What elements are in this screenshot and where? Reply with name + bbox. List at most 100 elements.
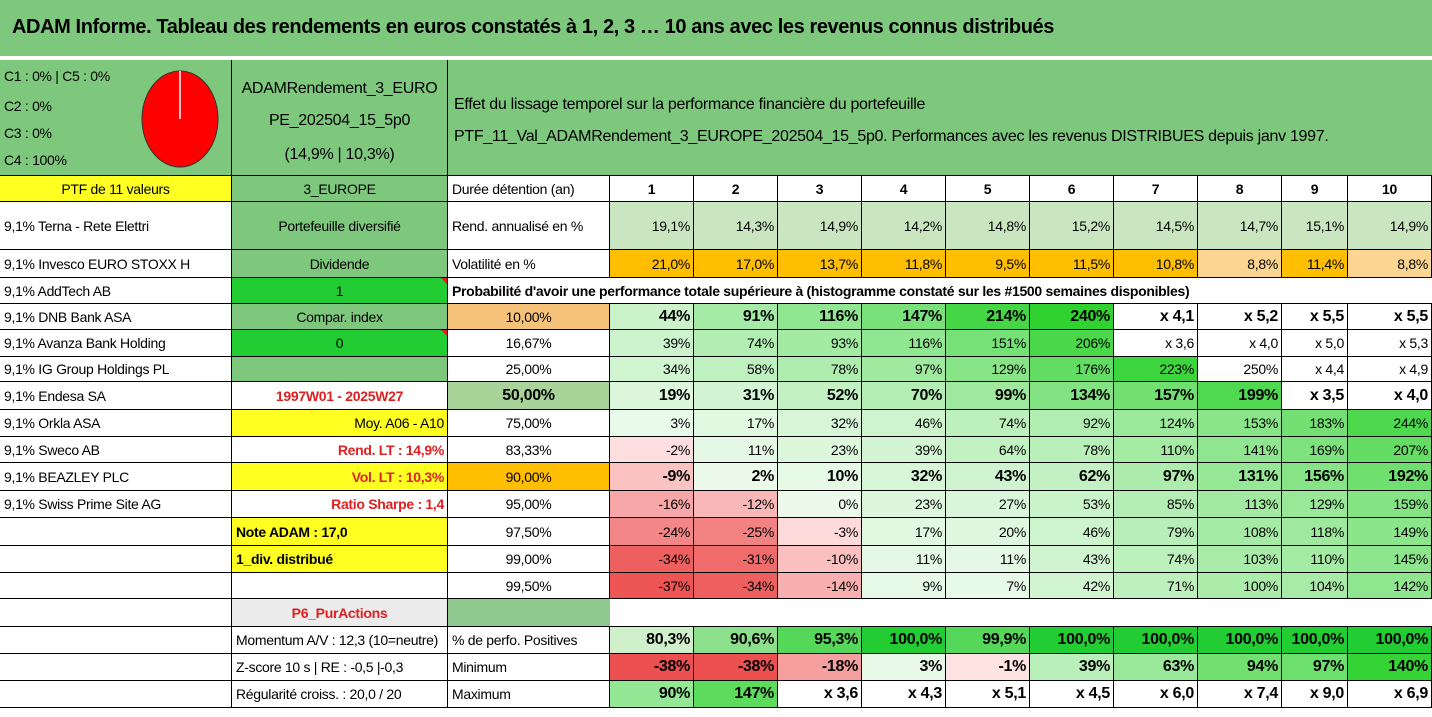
prob-value: x 3,6 [1114, 330, 1198, 357]
prob-value: 116% [778, 304, 862, 330]
min-value: 97% [1282, 654, 1348, 681]
fund-name-line3: (14,9% | 10,3%) [284, 146, 395, 163]
prob-value: x 5,3 [1348, 330, 1432, 357]
prob-value: 147% [862, 304, 946, 330]
year-header: 9 [1282, 176, 1348, 202]
prob-value: 79% [1114, 518, 1198, 546]
prob-value: 116% [862, 330, 946, 357]
rend-value: 14,9% [1348, 202, 1432, 250]
prob-value: 207% [1348, 437, 1432, 463]
effect-description-box: Effet du lissage temporel sur la perform… [448, 60, 1432, 176]
zone-label: 3_EUROPE [232, 176, 448, 202]
empty-cell [0, 518, 232, 546]
vol-value: 13,7% [778, 250, 862, 278]
holding-row: 9,1% Endesa SA [0, 382, 232, 410]
prob-value: 118% [1282, 518, 1348, 546]
prob-threshold: 50,00% [448, 382, 610, 410]
min-value: -1% [946, 654, 1030, 681]
vol-value: 21,0% [610, 250, 694, 278]
empty-cell [0, 546, 232, 573]
prob-value: 103% [1198, 546, 1282, 573]
prob-value: x 5,5 [1282, 304, 1348, 330]
prob-value: 10% [778, 463, 862, 491]
prob-value: 145% [1348, 546, 1432, 573]
max-value: x 6,0 [1114, 681, 1198, 708]
rend-value: 14,7% [1198, 202, 1282, 250]
prob-threshold: 95,00% [448, 491, 610, 518]
min-value: 94% [1198, 654, 1282, 681]
empty-cell [0, 599, 232, 627]
rend-value: 14,5% [1114, 202, 1198, 250]
prob-value: 134% [1030, 382, 1114, 410]
note-adam: Note ADAM : 17,0 [232, 518, 448, 546]
rend-value: 19,1% [610, 202, 694, 250]
max-value: x 4,5 [1030, 681, 1114, 708]
prob-value: 113% [1198, 491, 1282, 518]
empty-cell [0, 654, 232, 681]
vol-lt: Vol. LT : 10,3% [232, 463, 448, 491]
prob-value: x 4,0 [1198, 330, 1282, 357]
max-value: x 7,4 [1198, 681, 1282, 708]
prob-value: -24% [610, 518, 694, 546]
prob-value: 183% [1282, 410, 1348, 437]
prob-value: 104% [1282, 573, 1348, 599]
year-header: 7 [1114, 176, 1198, 202]
prob-value: 153% [1198, 410, 1282, 437]
prob-value: x 4,1 [1114, 304, 1198, 330]
empty-cell [0, 627, 232, 654]
prob-value: 39% [610, 330, 694, 357]
rend-value: 15,2% [1030, 202, 1114, 250]
dividende-label: Dividende [232, 250, 448, 278]
holding-row: 9,1% AddTech AB [0, 278, 232, 304]
prob-value: 62% [1030, 463, 1114, 491]
prob-value: 110% [1114, 437, 1198, 463]
prob-value: 206% [1030, 330, 1114, 357]
effect-line2: PTF_11_Val_ADAMRendement_3_EUROPE_202504… [454, 128, 1329, 145]
year-header: 2 [694, 176, 778, 202]
holding-row: 9,1% Orkla ASA [0, 410, 232, 437]
prob-value: -31% [694, 546, 778, 573]
prob-value: 42% [1030, 573, 1114, 599]
prob-value: 124% [1114, 410, 1198, 437]
prob-value: 34% [610, 357, 694, 382]
prob-value: 74% [1114, 546, 1198, 573]
prob-value: 91% [694, 304, 778, 330]
prob-value: 32% [778, 410, 862, 437]
prob-threshold: 90,00% [448, 463, 610, 491]
prob-value: 70% [862, 382, 946, 410]
prob-threshold: 97,50% [448, 518, 610, 546]
min-label: Minimum [448, 654, 610, 681]
prob-value: x 5,2 [1198, 304, 1282, 330]
pos-value: 100,0% [1282, 627, 1348, 654]
prob-threshold: 99,00% [448, 546, 610, 573]
prob-value: 64% [946, 437, 1030, 463]
max-value: 147% [694, 681, 778, 708]
max-value: x 4,3 [862, 681, 946, 708]
rend-label: Rend. annualisé en % [448, 202, 610, 250]
duree-label: Durée détention (an) [448, 176, 610, 202]
year-header: 8 [1198, 176, 1282, 202]
prob-value: -10% [778, 546, 862, 573]
vol-value: 10,8% [1114, 250, 1198, 278]
pos-value: 100,0% [862, 627, 946, 654]
rend-value: 14,9% [778, 202, 862, 250]
rend-value: 15,1% [1282, 202, 1348, 250]
sharpe-ratio: Ratio Sharpe : 1,4 [232, 491, 448, 518]
prob-value: 214% [946, 304, 1030, 330]
prob-value: 0% [778, 491, 862, 518]
prob-value: 11% [694, 437, 778, 463]
prob-value: 142% [1348, 573, 1432, 599]
prob-value: 23% [778, 437, 862, 463]
prob-value: 97% [862, 357, 946, 382]
prob-value: 46% [862, 410, 946, 437]
prob-value: x 3,5 [1282, 382, 1348, 410]
max-label: Maximum [448, 681, 610, 708]
fund-name-line1: ADAMRendement_3_EURO [241, 80, 438, 97]
prob-value: -3% [778, 518, 862, 546]
pos-value: 100,0% [1030, 627, 1114, 654]
pos-value: 95,3% [778, 627, 862, 654]
prob-value: 108% [1198, 518, 1282, 546]
dividende-value: 1 [232, 278, 448, 304]
empty-cell [0, 681, 232, 708]
prob-value: 46% [1030, 518, 1114, 546]
